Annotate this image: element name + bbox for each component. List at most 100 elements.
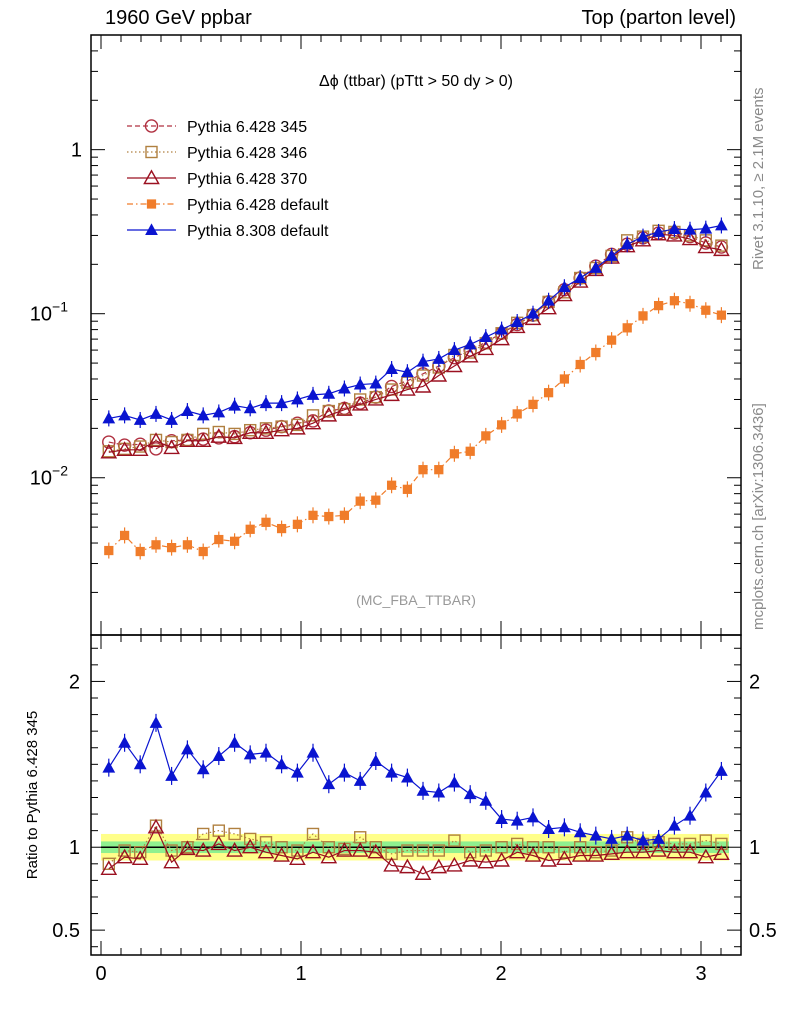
ratio-point-pythia-6-428-346: [306, 827, 320, 841]
data-point-pythia-6-428-370: [226, 429, 243, 445]
ratio-point-pythia-6-428-370: [179, 840, 196, 856]
data-point-pythia-8-308-default: [306, 388, 320, 400]
legend-marker-pythia-6-428-346: [145, 145, 158, 159]
data-point-pythia-6-428-346: [228, 427, 241, 441]
data-point-pythia-8-308-default: [495, 323, 508, 335]
data-point-pythia-6-428-346: [275, 420, 288, 433]
data-point-pythia-8-308-default: [416, 355, 430, 367]
ratio-point-pythia-8-308-default: [369, 754, 383, 766]
ratio-point-pythia-6-428-346: [275, 841, 288, 854]
legend-label-pythia-6-428-346: Pythia 6.428 346: [187, 145, 307, 162]
data-point-pythia-6-428-default: [214, 534, 224, 545]
ratio-point-pythia-6-428-370: [618, 843, 636, 859]
ratio-point-pythia-6-428-346: [448, 834, 461, 847]
data-point-pythia-6-428-370: [351, 395, 369, 411]
data-point-pythia-6-428-370: [399, 380, 416, 396]
ratio-point-pythia-6-428-370: [147, 818, 165, 834]
data-point-pythia-6-428-default: [543, 388, 554, 398]
data-point-pythia-6-428-370: [713, 241, 730, 257]
ratio-point-pythia-6-428-346: [699, 834, 712, 847]
ratio-point-pythia-8-308-default: [652, 832, 665, 844]
data-point-pythia-8-308-default: [196, 408, 210, 421]
ratio-point-pythia-6-428-370: [399, 858, 416, 874]
legend-label-pythia-6-428-370: Pythia 6.428 370: [187, 171, 307, 188]
x-tick-label: 2: [495, 963, 506, 985]
data-point-pythia-6-428-346: [715, 239, 728, 252]
data-point-pythia-6-428-default: [104, 545, 114, 556]
ratio-point-pythia-8-308-default: [589, 829, 603, 841]
ratio-point-pythia-6-428-370: [100, 860, 118, 875]
data-point-pythia-6-428-default: [465, 446, 475, 456]
data-point-pythia-6-428-default: [481, 431, 491, 441]
ratio-point-pythia-8-308-default: [228, 736, 241, 748]
data-point-pythia-6-428-default: [606, 335, 617, 345]
ratio-point-pythia-6-428-346: [558, 846, 571, 859]
data-point-pythia-8-308-default: [448, 343, 461, 356]
data-point-pythia-6-428-default: [528, 399, 538, 410]
data-point-pythia-6-428-370: [446, 357, 463, 373]
data-point-pythia-8-308-default: [715, 218, 728, 231]
data-point-pythia-8-308-default: [133, 413, 147, 425]
x-tick-label: 0: [95, 963, 106, 985]
ratio-point-pythia-8-308-default: [385, 766, 398, 778]
ratio-point-pythia-8-308-default: [243, 747, 257, 760]
data-point-pythia-6-428-default: [119, 530, 130, 541]
data-point-pythia-6-428-346: [291, 418, 304, 432]
data-point-pythia-8-308-default: [573, 271, 587, 283]
data-point-pythia-8-308-default: [291, 392, 304, 405]
ratio-point-pythia-8-308-default: [668, 819, 681, 831]
ratio-point-pythia-6-428-370: [289, 850, 306, 866]
ratio-point-pythia-8-308-default: [432, 785, 446, 798]
ratio-point-pythia-6-428-370: [383, 856, 400, 872]
ratio-point-pythia-8-308-default: [181, 742, 194, 755]
main-plot-title: Δϕ (ttbar) (pTtt > 50 dy > 0): [319, 73, 513, 90]
data-point-pythia-6-428-370: [336, 401, 353, 416]
ratio-point-pythia-8-308-default: [196, 762, 210, 775]
data-point-pythia-8-308-default: [102, 411, 116, 424]
ratio-point-pythia-8-308-default: [605, 832, 618, 844]
data-point-pythia-6-428-370: [666, 226, 683, 242]
data-point-pythia-6-428-370: [697, 238, 715, 254]
data-point-pythia-8-308-default: [259, 396, 273, 409]
data-point-pythia-6-428-346: [259, 422, 273, 435]
ratio-point-pythia-8-308-default: [118, 736, 131, 748]
ratio-point-pythia-8-308-default: [542, 822, 555, 834]
ratio-point-pythia-6-428-346: [118, 844, 131, 857]
ratio-point-pythia-6-428-370: [681, 843, 699, 859]
data-point-pythia-6-428-default: [496, 420, 507, 430]
ratio-point-pythia-6-428-370: [477, 853, 495, 869]
data-point-pythia-6-428-370: [179, 432, 196, 447]
data-point-pythia-6-428-default: [229, 536, 240, 546]
data-point-pythia-6-428-370: [131, 441, 149, 457]
data-point-pythia-8-308-default: [589, 261, 603, 273]
ratio-point-pythia-8-308-default: [463, 787, 477, 800]
data-point-pythia-6-428-370: [556, 286, 573, 302]
ratio-point-pythia-8-308-default: [620, 829, 634, 841]
data-point-pythia-6-428-370: [383, 386, 400, 402]
series-line-pythia-6-428-346: [108, 230, 722, 452]
data-point-pythia-6-428-370: [116, 441, 133, 457]
data-point-pythia-6-428-default: [339, 510, 350, 520]
ratio-point-pythia-6-428-370: [697, 848, 715, 864]
data-point-pythia-8-308-default: [605, 249, 618, 261]
ratio-y-tick-label: 0.5: [52, 920, 80, 942]
data-point-pythia-6-428-370: [210, 428, 228, 443]
data-point-pythia-6-428-default: [276, 523, 287, 534]
data-point-pythia-8-308-default: [699, 222, 713, 234]
ratio-point-pythia-8-308-default: [275, 757, 288, 770]
data-point-pythia-6-428-default: [386, 480, 397, 490]
ratio-point-pythia-6-428-370: [304, 843, 322, 859]
data-point-pythia-6-428-default: [166, 543, 177, 553]
ratio-point-pythia-6-428-370: [194, 841, 212, 857]
ratio-point-pythia-8-308-default: [212, 749, 226, 761]
data-point-pythia-8-308-default: [620, 237, 634, 250]
data-point-pythia-8-308-default: [526, 307, 540, 319]
ratio-point-pythia-6-428-370: [414, 865, 432, 880]
ratio-y-tick-label-right: 0.5: [749, 920, 777, 942]
data-point-pythia-6-428-370: [461, 347, 479, 363]
data-point-pythia-6-428-370: [430, 366, 448, 382]
ratio-point-pythia-6-428-370: [131, 850, 149, 866]
ratio-point-pythia-6-428-370: [524, 846, 542, 862]
data-point-pythia-6-428-370: [304, 414, 322, 430]
data-point-pythia-6-428-370: [241, 424, 259, 439]
